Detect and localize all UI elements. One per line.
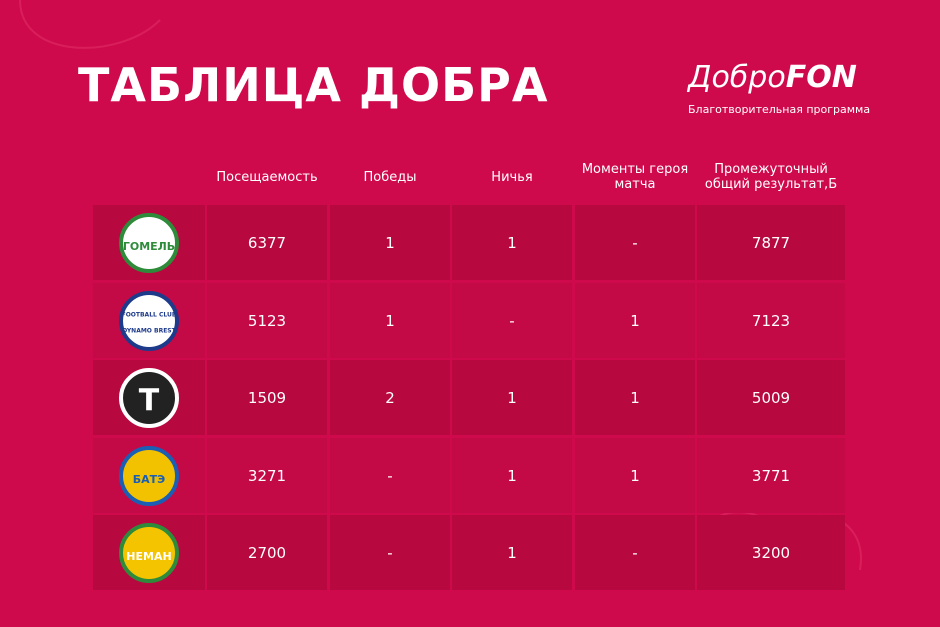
table-cell: 1 [575,360,695,435]
column-header: Победы [363,169,417,185]
column-header: Ничья [491,169,533,185]
table-cell: - [330,438,450,513]
brand-logo: ДоброFON [688,60,857,95]
column-header: Моменты героя матча [581,162,689,192]
table-cell: - [452,283,572,358]
table-cell: 7123 [697,283,845,358]
club-logo: T [119,367,179,428]
brand-main: Добро [688,60,786,95]
logo-cell: T [93,360,205,435]
table-cell: - [575,515,695,590]
logo-text: ГОМЕЛЬ [123,240,175,253]
club-logo: НЕМАН [119,522,179,583]
logo-text: FOOTBALL CLUB [122,311,177,318]
logo-shape [119,212,179,273]
column-header: Промежуточный общий результат,Б [704,162,838,192]
title: ТАБЛИЦА ДОБРА [78,58,549,112]
table-cell: 3271 [207,438,327,513]
club-logo: FOOTBALL CLUB DYNAMO BREST [119,290,179,351]
logo-shape [119,290,179,351]
logo-shape [119,367,179,428]
logo-text: НЕМАН [126,550,171,563]
brand-subtitle: Благотворительная программа [688,103,871,116]
column-header: Посещаемость [216,169,318,185]
table-cell: 1 [452,515,572,590]
table-cell: 1 [575,283,695,358]
logo-shape [119,445,179,506]
logo-cell: БАТЭ [93,438,205,513]
table-cell: 1 [452,360,572,435]
logo-cell: ГОМЕЛЬ [93,205,205,280]
table-cell: - [330,515,450,590]
table-cell: 3200 [697,515,845,590]
brand-accent: FON [785,60,857,95]
table-cell: 5123 [207,283,327,358]
table-cell: 1 [452,438,572,513]
table-cell: 3771 [697,438,845,513]
table-cell: 1 [330,205,450,280]
logo-text: T [139,383,160,418]
club-logo: ГОМЕЛЬ [119,212,179,273]
table-cell: - [575,205,695,280]
logo-cell: НЕМАН [93,515,205,590]
logo-shape [119,522,179,583]
table-cell: 2700 [207,515,327,590]
table-cell: 1509 [207,360,327,435]
table-cell: 2 [330,360,450,435]
table-cell: 1 [452,205,572,280]
logo-text: БАТЭ [133,473,165,486]
logo-text: DYNAMO BREST [122,327,176,334]
table-cell: 1 [575,438,695,513]
club-logo: БАТЭ [119,445,179,506]
table-cell: 1 [330,283,450,358]
logo-cell: FOOTBALL CLUB DYNAMO BREST [93,283,205,358]
table-cell: 5009 [697,360,845,435]
table-cell: 6377 [207,205,327,280]
table-cell: 7877 [697,205,845,280]
